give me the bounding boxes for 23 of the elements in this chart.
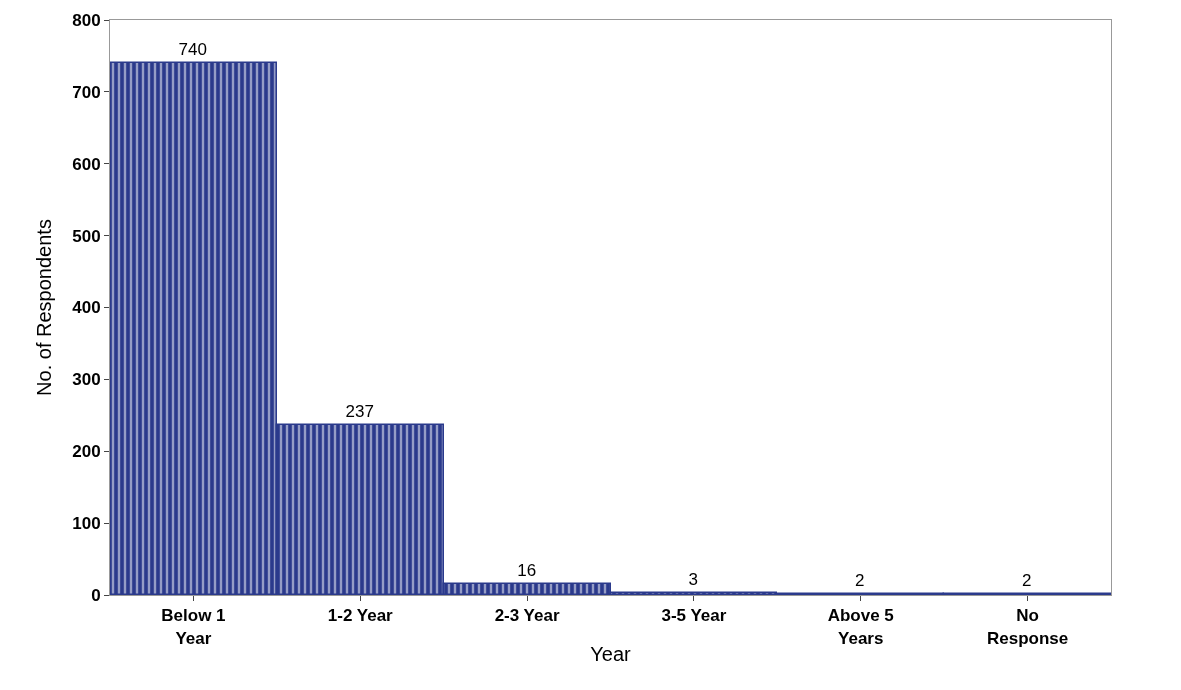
y-tick-label: 200 <box>72 442 101 462</box>
x-tick-label: Above 5 Years <box>827 606 894 648</box>
y-tick-label: 600 <box>72 154 101 174</box>
x-tick-label: 1-2 Year <box>327 606 394 626</box>
x-tick-label: 3-5 Year <box>661 606 727 626</box>
data-label: 740 <box>178 40 207 60</box>
y-tick-label: 100 <box>72 514 101 534</box>
x-tick-label: 2-3 Year <box>494 606 560 626</box>
y-axis-title: No. of Respondents <box>32 219 55 396</box>
data-label: 2 <box>855 571 865 591</box>
y-tick-label: 700 <box>72 82 101 102</box>
y-tick-label: 400 <box>72 298 101 318</box>
x-tick-label: No Response <box>986 606 1069 648</box>
y-tick-label: 300 <box>72 370 101 390</box>
x-tick-label: Below 1 Year <box>161 606 226 648</box>
data-label: 3 <box>688 570 698 590</box>
y-tick-label: 500 <box>72 226 101 246</box>
y-tick-label: 0 <box>91 585 101 605</box>
data-label: 2 <box>1022 571 1032 591</box>
data-label: 16 <box>517 561 537 581</box>
data-label: 237 <box>345 402 374 422</box>
y-tick-label: 800 <box>72 10 101 30</box>
x-axis-title: Year <box>590 643 632 665</box>
